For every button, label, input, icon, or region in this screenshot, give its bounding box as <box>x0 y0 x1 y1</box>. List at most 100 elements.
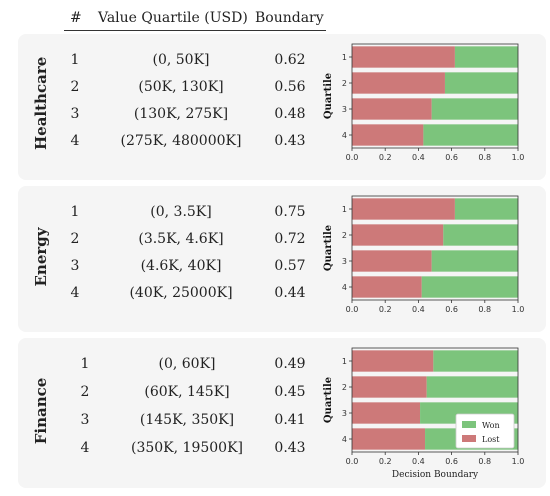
x-tick-label: 0.6 <box>445 457 458 466</box>
row-num: 1 <box>80 356 90 372</box>
row-num: 3 <box>70 106 80 122</box>
y-tick-label: 1 <box>342 205 347 214</box>
y-tick-label: 4 <box>342 283 347 292</box>
bar-won-q3 <box>431 98 518 120</box>
sector-label: Finance <box>32 377 50 445</box>
legend-swatch-won <box>462 421 476 428</box>
row-num: 3 <box>80 412 90 428</box>
bar-lost-q4 <box>352 124 424 146</box>
row-num: 4 <box>70 285 80 301</box>
bar-lost-q4 <box>352 276 422 298</box>
bar-lost-q2 <box>352 224 444 246</box>
legend-swatch-lost <box>462 435 476 442</box>
header-boundary: Boundary <box>255 10 324 26</box>
bar-won-q2 <box>444 72 518 94</box>
x-tick-label: 0.8 <box>478 457 491 466</box>
plot-frame <box>351 347 519 453</box>
header-index: # <box>70 10 82 26</box>
quartile-boundary-chart-healthcare: 1 2 3 4 0.0 0.2 0.4 0.6 0.8 1.0 Quartile <box>323 43 525 162</box>
x-axis-label: Decision Boundary <box>392 470 479 480</box>
x-tick-label: 0.0 <box>346 457 359 466</box>
row-boundary: 0.49 <box>274 356 306 372</box>
x-tick-label: 0.4 <box>412 153 425 162</box>
legend-label-won: Won <box>482 421 500 430</box>
y-tick-label: 1 <box>342 53 347 62</box>
y-tick-label: 1 <box>342 357 347 366</box>
y-tick-label: 3 <box>342 105 347 114</box>
row-boundary: 0.44 <box>274 285 306 301</box>
row-boundary: 0.41 <box>274 412 306 428</box>
row-num: 4 <box>70 133 80 149</box>
y-tick-label: 3 <box>342 409 347 418</box>
bar-lost-q1 <box>352 46 455 68</box>
row-range: (145K, 350K] <box>139 412 235 428</box>
row-num: 1 <box>70 52 80 68</box>
quartile-boundary-chart-energy: 1 2 3 4 0.0 0.2 0.4 0.6 0.8 1.0 Quartile <box>323 195 524 314</box>
bar-won-q2 <box>443 224 518 246</box>
row-range: (350K, 19500K] <box>131 440 243 456</box>
x-tick-label: 0.8 <box>478 305 491 314</box>
bar-lost-q4 <box>352 428 426 450</box>
row-range: (50K, 130K] <box>138 79 224 95</box>
row-boundary: 0.43 <box>274 440 306 456</box>
row-num: 1 <box>70 204 80 220</box>
table-header: # Value Quartile (USD) Boundary <box>0 6 340 32</box>
row-range: (0, 60K] <box>158 356 216 372</box>
plot-frame <box>351 195 519 301</box>
legend-label-lost: Lost <box>482 435 500 444</box>
x-tick-label: 0.6 <box>445 153 458 162</box>
bar-won-q2 <box>426 376 518 398</box>
row-range: (0, 3.5K] <box>150 204 212 220</box>
y-axis-label: Quartile <box>323 225 334 271</box>
row-range: (60K, 145K] <box>144 384 230 400</box>
y-tick-label: 2 <box>342 79 347 88</box>
x-tick-label: 1.0 <box>512 457 525 466</box>
row-range: (3.5K, 4.6K] <box>138 231 224 247</box>
row-num: 2 <box>70 231 80 247</box>
row-boundary: 0.62 <box>274 52 306 68</box>
bar-won-q4 <box>423 124 518 146</box>
x-tick-label: 0.2 <box>379 153 392 162</box>
row-num: 3 <box>70 258 80 274</box>
bar-won-q1 <box>433 350 518 372</box>
x-tick-label: 1.0 <box>512 153 525 162</box>
row-boundary: 0.43 <box>274 133 306 149</box>
bar-lost-q2 <box>352 376 427 398</box>
row-range: (130K, 275K] <box>133 106 229 122</box>
bar-lost-q1 <box>352 350 434 372</box>
sector-label: Healthcare <box>32 56 50 150</box>
bar-lost-q3 <box>352 402 421 424</box>
row-range: (4.6K, 40K] <box>140 258 222 274</box>
x-tick-label: 0.2 <box>379 457 392 466</box>
x-tick-label: 0.4 <box>412 305 425 314</box>
bar-lost-q1 <box>352 198 455 220</box>
bar-lost-q3 <box>352 98 432 120</box>
row-boundary: 0.56 <box>274 79 306 95</box>
row-range: (0, 50K] <box>152 52 210 68</box>
x-tick-label: 0.8 <box>478 153 491 162</box>
row-num: 2 <box>70 79 80 95</box>
row-boundary: 0.48 <box>274 106 306 122</box>
x-tick-label: 0.6 <box>445 305 458 314</box>
header-quartile: Value Quartile (USD) <box>98 10 248 26</box>
row-boundary: 0.75 <box>274 204 306 220</box>
bar-won-q3 <box>431 250 518 272</box>
row-boundary: 0.45 <box>274 384 306 400</box>
plot-frame <box>351 43 519 149</box>
row-boundary: 0.57 <box>274 258 306 274</box>
x-tick-label: 0.0 <box>346 153 359 162</box>
bar-won-q1 <box>454 46 518 68</box>
bar-won-q4 <box>421 276 518 298</box>
y-tick-label: 3 <box>342 257 347 266</box>
header-rule <box>64 30 326 31</box>
quartile-boundary-chart-finance: 1 2 3 4 0.0 0.2 0.4 0.6 0.8 1.0 Quartile Decision B… <box>323 347 525 480</box>
row-boundary: 0.72 <box>274 231 306 247</box>
y-tick-label: 2 <box>342 231 347 240</box>
row-range: (275K, 480000K] <box>120 133 242 149</box>
sector-label: Energy <box>32 227 50 287</box>
x-tick-label: 0.4 <box>412 457 425 466</box>
y-tick-label: 4 <box>342 131 347 140</box>
y-axis-label: Quartile <box>323 377 334 423</box>
row-num: 2 <box>80 384 90 400</box>
bar-lost-q2 <box>352 72 445 94</box>
